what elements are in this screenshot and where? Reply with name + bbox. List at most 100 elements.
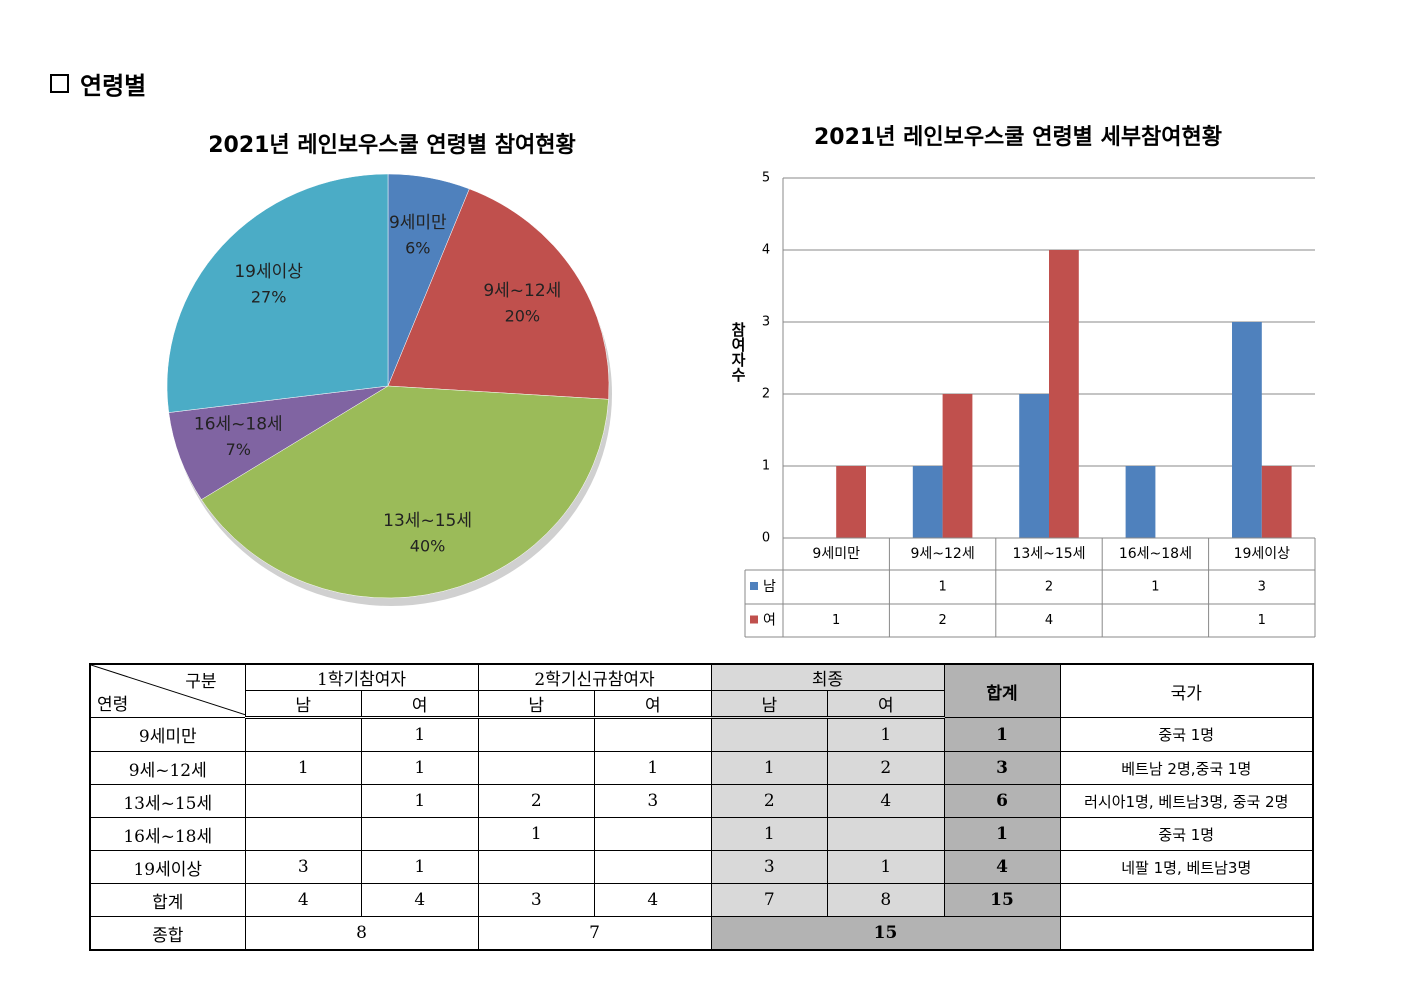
table-value: 1 <box>832 613 840 628</box>
bar <box>912 466 943 538</box>
cell: 베트남 2명,중국 1명 <box>1059 751 1314 785</box>
legend-swatch <box>750 582 758 590</box>
cell: 1 <box>827 850 945 884</box>
legend-swatch <box>750 615 758 624</box>
cell: 남 <box>244 690 362 719</box>
bar <box>836 466 866 538</box>
cell <box>477 717 595 752</box>
cell: 1 <box>594 751 712 785</box>
cell <box>710 717 829 752</box>
group-header: 2학기신규참여자 <box>477 663 712 691</box>
bar <box>942 394 973 538</box>
charts: 2021년 레인보우스쿨 연령별 참여현황 9세미만 6% 9세~12세 20% 13세~… <box>166 125 1316 638</box>
y-axis-label: 참여자수 <box>729 322 747 383</box>
cell: 9세~12세 <box>89 751 246 785</box>
cell: 여 <box>361 690 479 719</box>
table-value: 2 <box>1045 580 1053 595</box>
table-row: 13세~15세 1 2 3 2 4 6 러시아1명, 베트남3명, 중국 2명 <box>89 784 1314 818</box>
slice-label: 9세~12세 <box>483 281 561 301</box>
group-header: 최종 <box>710 663 945 691</box>
cell: 1 <box>827 717 945 752</box>
diagonal <box>91 665 246 715</box>
chart-title: 2021년 레인보우스쿨 연령별 참여현황 <box>208 133 576 158</box>
cell: 9세미만 <box>89 717 246 752</box>
slice-label: 13세~15세 <box>383 511 472 531</box>
slice-value: 27% <box>251 288 287 307</box>
cell: 15 <box>710 916 1061 951</box>
cell <box>1059 883 1314 917</box>
legend-label: 여 <box>763 613 776 629</box>
slice-value: 6% <box>405 239 430 258</box>
slice-label: 16세~18세 <box>194 415 283 435</box>
cell <box>594 850 712 884</box>
table-value: 3 <box>1258 580 1266 595</box>
cell: 1 <box>943 817 1061 851</box>
table-row: 9세미만 1 1 1 중국 1명 <box>89 717 1314 752</box>
table-value: 1 <box>938 580 946 595</box>
cell: 4 <box>244 883 362 917</box>
slice-label: 19세이상 <box>234 262 303 282</box>
pie-slice <box>387 188 610 400</box>
cell: 합계 <box>89 883 246 917</box>
slice-value: 7% <box>226 440 251 459</box>
cell: 1 <box>943 717 1061 752</box>
y-tick-label: 0 <box>762 531 770 546</box>
cell: 네팔 1명, 베트남3명 <box>1059 850 1314 884</box>
cell: 1 <box>361 717 479 752</box>
cell: 1 <box>244 751 362 785</box>
x-tick-label: 9세미만 <box>812 546 860 562</box>
cell: 6 <box>943 784 1061 818</box>
cell: 2 <box>827 751 945 785</box>
summary-row: 종합 8 7 15 <box>89 916 1314 951</box>
cell: 1 <box>477 817 595 851</box>
cell <box>1059 916 1314 951</box>
cell: 3 <box>943 751 1061 785</box>
cell: 3 <box>477 883 595 917</box>
cell: 8 <box>827 883 945 917</box>
cell: 1 <box>361 784 479 818</box>
bar <box>1232 322 1262 538</box>
x-tick-label: 16세~18세 <box>1119 546 1192 562</box>
cell <box>477 751 595 785</box>
table-value: 4 <box>1045 613 1053 628</box>
table-row: 16세~18세 1 1 1 중국 1명 <box>89 817 1314 851</box>
cell: 3 <box>594 784 712 818</box>
cell: 2 <box>710 784 829 818</box>
cell <box>244 717 362 752</box>
cell: 1 <box>361 850 479 884</box>
y-tick-label: 4 <box>762 243 770 258</box>
table-row: 19세이상 3 1 3 1 4 네팔 1명, 베트남3명 <box>89 850 1314 884</box>
cell <box>244 784 362 818</box>
country-header: 국가 <box>1059 663 1314 718</box>
bar <box>1125 466 1156 538</box>
cell <box>244 817 362 851</box>
x-tick-label: 19세이상 <box>1234 546 1291 562</box>
section-heading: 연령별 <box>80 72 147 100</box>
pie-slice <box>166 173 389 413</box>
cell: 2 <box>477 784 595 818</box>
y-tick-label: 5 <box>762 171 770 186</box>
cell: 8 <box>244 916 479 951</box>
cell: 13세~15세 <box>89 784 246 818</box>
cell: 남 <box>710 690 829 719</box>
cell: 러시아1명, 베트남3명, 중국 2명 <box>1059 784 1314 818</box>
cell: 7 <box>710 883 829 917</box>
table-value: 1 <box>1151 580 1159 595</box>
cell: 15 <box>943 883 1061 917</box>
x-tick-label: 13세~15세 <box>1012 546 1085 562</box>
bar <box>1019 394 1049 538</box>
cell: 4 <box>361 883 479 917</box>
bar <box>1261 466 1292 538</box>
total-header: 합계 <box>943 663 1061 718</box>
cell <box>594 717 712 752</box>
corner-cell: 구분 연령 <box>89 663 246 718</box>
chart-title: 2021년 레인보우스쿨 연령별 세부참여현황 <box>814 125 1222 150</box>
cell: 여 <box>827 690 945 719</box>
cell: 7 <box>477 916 712 951</box>
cell: 4 <box>594 883 712 917</box>
cell: 16세~18세 <box>89 817 246 851</box>
cell: 1 <box>710 817 829 851</box>
y-tick-label: 1 <box>762 459 770 474</box>
pie-slice <box>201 385 609 599</box>
